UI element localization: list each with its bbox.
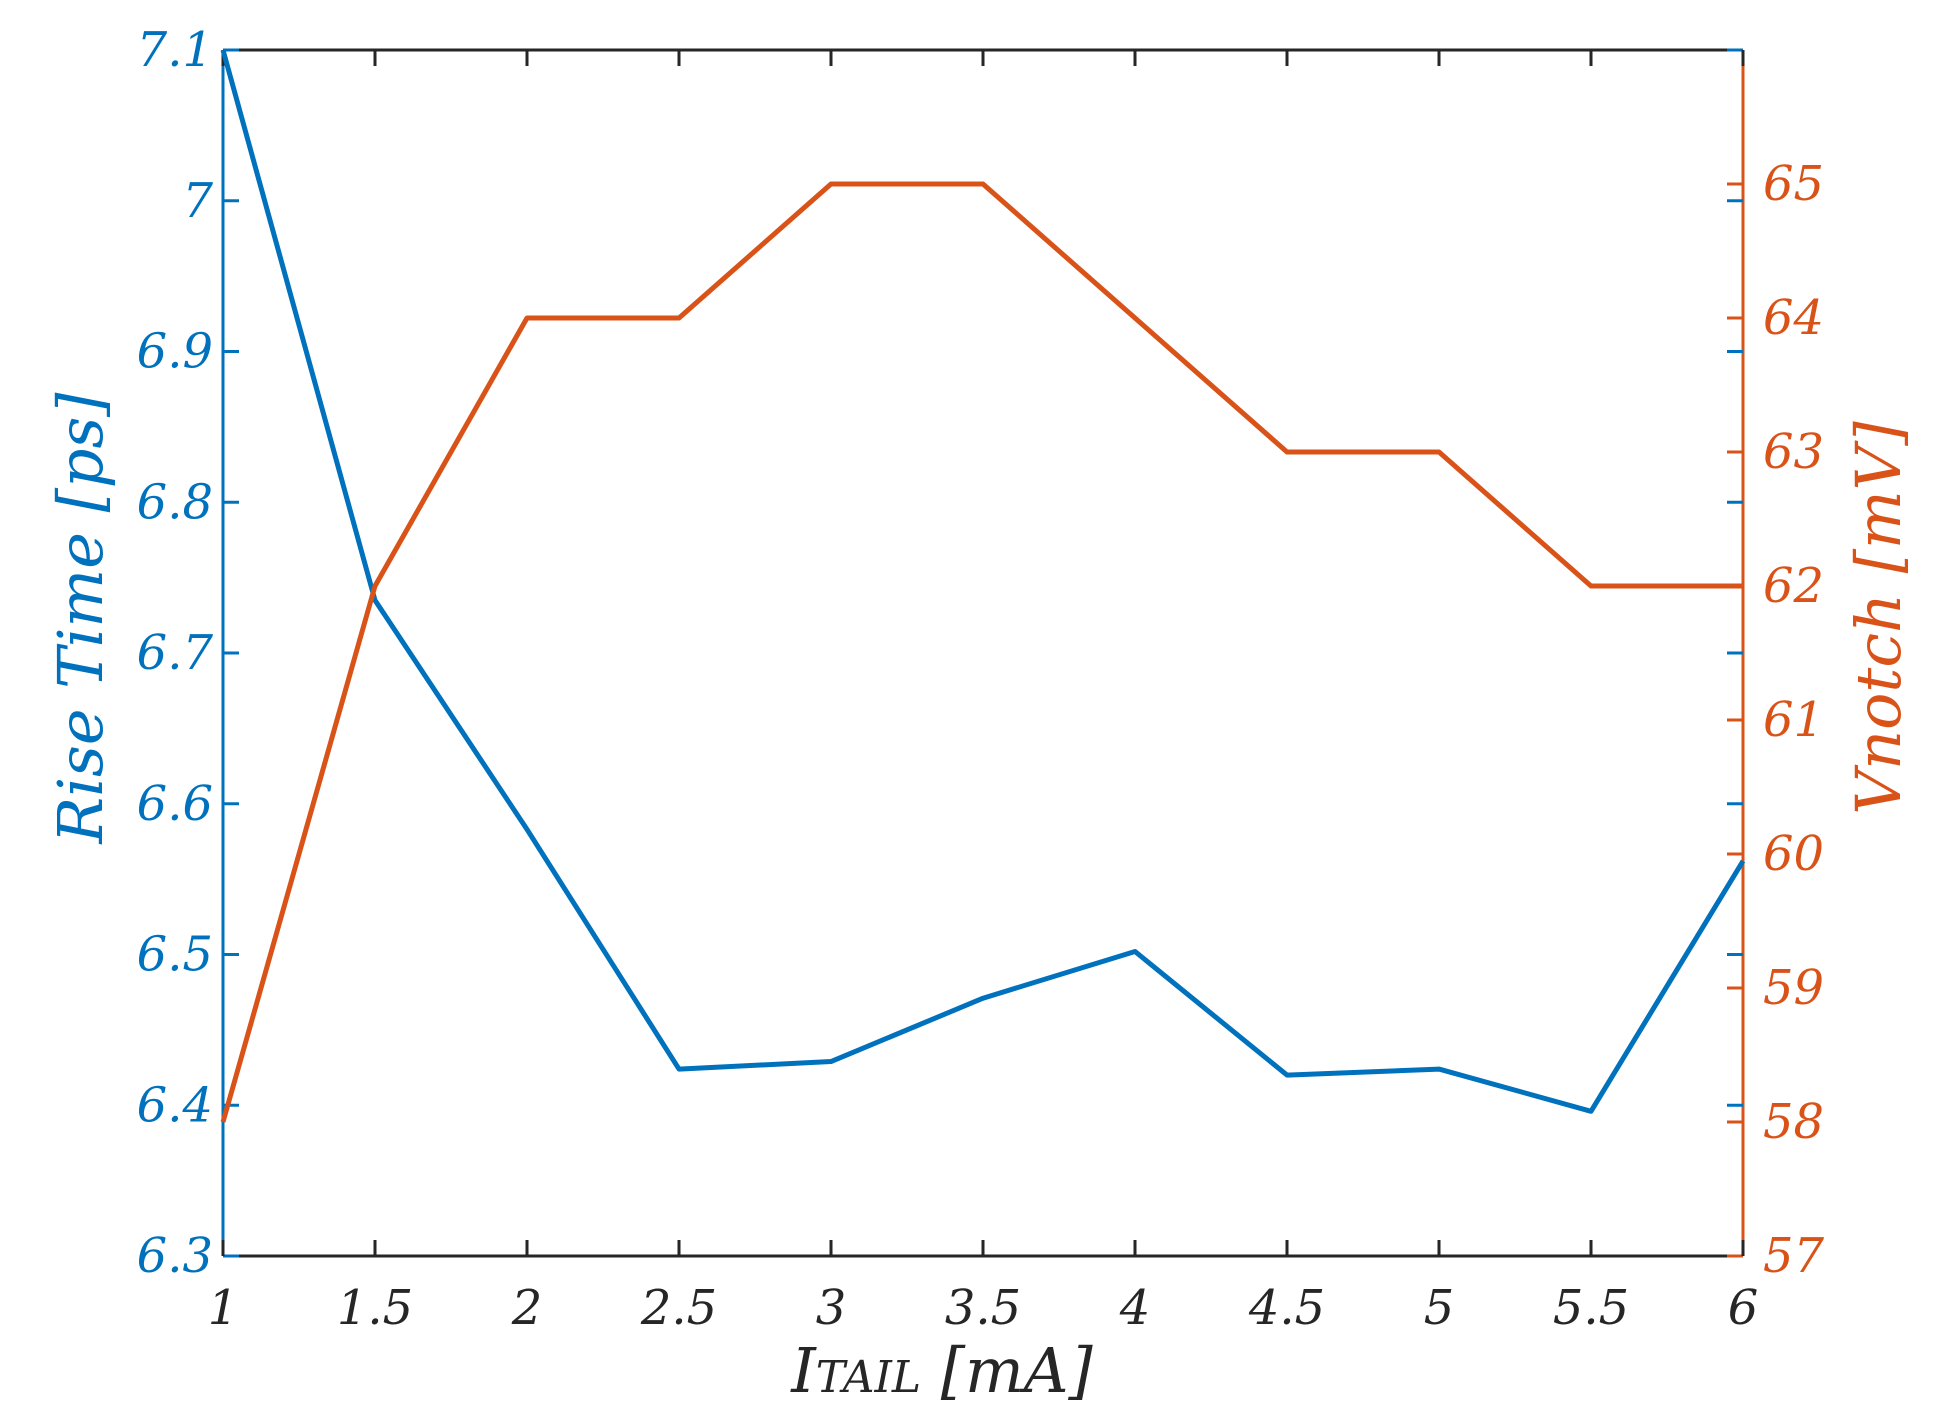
right-tick-label: 63 [1763, 424, 1824, 480]
vnotch-line [220, 181, 1743, 1123]
left-tick-label: 7.1 [137, 22, 213, 78]
left-tick-label: 6.3 [137, 1228, 213, 1284]
x-tick-label: 1.5 [337, 1280, 413, 1336]
x-tick-label: 4.5 [1248, 1280, 1325, 1336]
x-tick-label: 5.5 [1553, 1280, 1629, 1336]
x-tick-label: 3 [816, 1280, 847, 1336]
x-axis-title-sub: TAIL [816, 1352, 921, 1403]
right-axis-title: Vnotch [mV] [1842, 421, 1915, 815]
x-tick-label: 2.5 [640, 1280, 717, 1336]
plot-area [221, 48, 1745, 1258]
right-tick-label: 64 [1763, 290, 1824, 346]
right-tick-label: 57 [1763, 1228, 1825, 1284]
right-tick-label: 61 [1763, 692, 1824, 748]
right-tick-label: 65 [1763, 156, 1824, 212]
x-axis-title-unit: [mA] [921, 1334, 1093, 1407]
right-tick-label: 62 [1763, 558, 1824, 614]
x-tick-label: 3.5 [945, 1280, 1021, 1336]
right-tick-label: 58 [1763, 1094, 1824, 1150]
left-tick-label: 6.5 [137, 927, 213, 983]
left-tick-label: 6.8 [137, 474, 213, 530]
series-layer [220, 49, 1746, 1123]
left-axis-title: Rise Time [ps] [44, 392, 117, 845]
left-tick-label: 6.9 [137, 324, 213, 380]
left-tick-label: 7 [182, 173, 213, 229]
left-axis-ticks: 6.3 6.4 6.5 6.6 6.7 6.8 6.9 7 7.1 [137, 22, 1743, 1284]
x-tick-label: 6 [1728, 1280, 1759, 1336]
right-tick-label: 59 [1763, 960, 1824, 1016]
x-axis-title-main: I [790, 1334, 817, 1407]
left-tick-label: 6.7 [137, 625, 214, 681]
right-axis-ticks: 57 58 59 60 61 62 63 64 65 [1727, 156, 1825, 1284]
right-tick-label: 60 [1763, 826, 1824, 882]
rise-time-line [220, 49, 1746, 1114]
left-tick-label: 6.4 [137, 1077, 213, 1133]
x-tick-label: 2 [511, 1280, 543, 1336]
x-tick-label: 1 [208, 1280, 239, 1336]
x-tick-label: 5 [1424, 1280, 1455, 1336]
x-axis-title: ITAIL [mA] [790, 1334, 1093, 1407]
left-tick-label: 6.6 [137, 776, 213, 832]
x-tick-label: 4 [1119, 1280, 1151, 1336]
x-axis-ticks: 1 1.5 2 2.5 3 3.5 4 4.5 5 5.5 6 [208, 50, 1759, 1336]
